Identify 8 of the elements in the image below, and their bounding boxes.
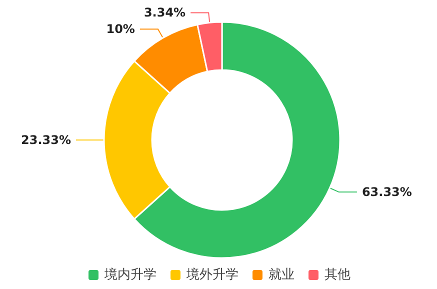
data-label: 23.33% bbox=[21, 133, 71, 148]
legend-label: 境内升学 bbox=[104, 266, 156, 282]
data-label: 63.33% bbox=[362, 185, 412, 200]
data-label: 3.34% bbox=[144, 6, 186, 20]
legend-label: 境外升学 bbox=[186, 266, 238, 282]
legend-label: 就业 bbox=[268, 268, 294, 282]
data-label: 10% bbox=[106, 22, 135, 36]
legend-label: 其他 bbox=[324, 268, 350, 282]
